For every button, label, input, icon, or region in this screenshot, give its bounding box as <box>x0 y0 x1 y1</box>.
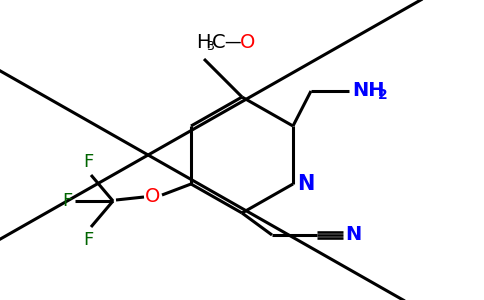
Text: C: C <box>212 34 226 52</box>
Text: 2: 2 <box>378 88 388 102</box>
Text: F: F <box>62 192 72 210</box>
Text: N: N <box>297 174 315 194</box>
Text: NH: NH <box>352 82 384 100</box>
Text: —: — <box>224 33 241 51</box>
Text: F: F <box>83 231 93 249</box>
Text: O: O <box>240 34 256 52</box>
Text: F: F <box>83 153 93 171</box>
Text: 3: 3 <box>206 40 214 52</box>
Text: O: O <box>145 187 161 206</box>
Text: N: N <box>345 226 361 244</box>
Text: H: H <box>196 34 211 52</box>
